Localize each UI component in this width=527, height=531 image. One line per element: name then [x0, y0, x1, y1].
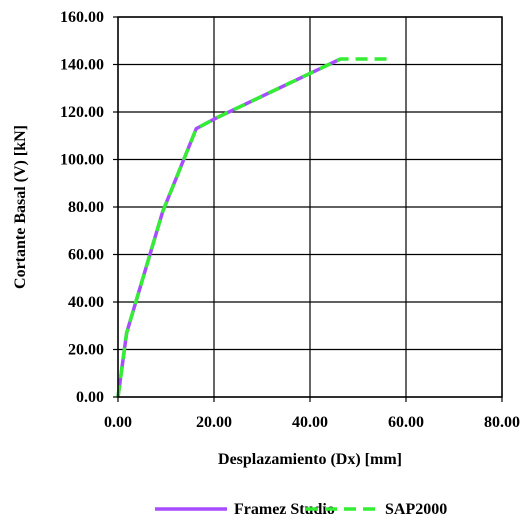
x-tick-label: 80.00 [484, 414, 520, 431]
y-tick-label: 140.00 [60, 57, 104, 74]
x-axis-title: Desplazamiento (Dx) [mm] [218, 451, 402, 468]
legend-label-sap2000: SAP2000 [385, 501, 447, 518]
series-line-framez-studio [116, 57, 341, 398]
x-tick-label: 40.00 [292, 414, 328, 431]
y-tick-label: 100.00 [60, 152, 104, 169]
y-tick-label: 80.00 [68, 199, 104, 216]
y-tick-label: 40.00 [68, 294, 104, 311]
y-tick-label: 160.00 [60, 9, 104, 26]
x-tick-label: 60.00 [388, 414, 424, 431]
y-tick-label: 20.00 [68, 342, 104, 359]
y-axis-ticks: 0.00 20.00 40.00 60.00 80.00 100.00 120.00 140.… [60, 9, 118, 406]
x-tick-label: 0.00 [104, 414, 132, 431]
legend: Framez Studio SAP2000 [155, 501, 447, 518]
series-line-sap2000 [116, 57, 390, 398]
x-tick-label: 20.00 [196, 414, 232, 431]
y-tick-label: 0.00 [76, 389, 104, 406]
y-axis-title: Cortante Basal (V) [kN] [12, 125, 29, 289]
x-axis-ticks: 0.00 20.00 40.00 60.00 80.00 [104, 397, 520, 431]
y-tick-label: 60.00 [68, 247, 104, 264]
legend-label-framez-studio: Framez Studio [234, 501, 335, 518]
y-tick-label: 120.00 [60, 104, 104, 121]
series-lines [116, 57, 390, 398]
